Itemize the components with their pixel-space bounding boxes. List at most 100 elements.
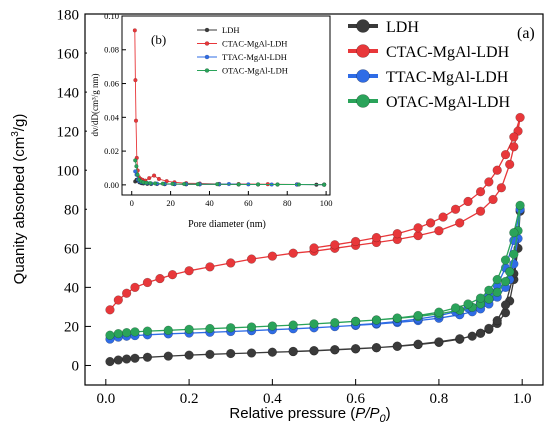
inset-data-point-otac-mgal-ldh xyxy=(133,158,138,163)
main-data-point-ldh xyxy=(142,352,153,362)
main-data-point-ctac-mgal-ldh xyxy=(500,149,511,160)
main-data-point-ldh xyxy=(267,347,278,357)
main-data-point-ctac-mgal-ldh xyxy=(121,288,132,298)
main-data-point-otac-mgal-ldh xyxy=(105,330,115,340)
main-x-axis-label-close: ) xyxy=(386,405,391,422)
main-y-tick-label: 120 xyxy=(57,124,80,140)
main-data-point-otac-mgal-ldh xyxy=(434,307,444,317)
inset-data-point-otac-mgal-ldh xyxy=(296,182,302,187)
inset-legend-marker-ctac-mgal-ldh xyxy=(204,41,210,46)
inset-y-tick-label: 0.04 xyxy=(104,112,120,122)
main-data-point-ldh xyxy=(105,356,115,367)
inset-legend-label-ldh: LDH xyxy=(222,25,239,35)
main-data-point-otac-mgal-ldh xyxy=(163,325,173,335)
main-y-tick-label: 100 xyxy=(57,163,80,179)
inset-data-point-otac-mgal-ldh xyxy=(144,180,149,185)
main-y-axis-label-sup: 3 xyxy=(10,131,21,137)
inset-data-point-otac-mgal-ldh xyxy=(170,181,175,187)
main-x-tick-label: 0.2 xyxy=(180,391,199,407)
main-data-point-ctac-mgal-ldh xyxy=(488,194,498,205)
main-data-point-otac-mgal-ldh xyxy=(288,320,298,330)
main-data-point-ctac-mgal-ldh xyxy=(130,282,140,293)
main-x-axis-label-var: P/P xyxy=(355,405,379,422)
main-data-point-otac-mgal-ldh xyxy=(309,319,319,329)
main-y-axis-label: Quanity absorbed (cm3/g) xyxy=(10,114,28,285)
inset-data-point-otac-mgal-ldh xyxy=(255,182,261,187)
panel-label-a: (a) xyxy=(517,25,535,42)
inset-plot-frame xyxy=(121,15,331,196)
main-data-point-ctac-mgal-ldh xyxy=(226,258,236,268)
inset-data-point-ctac-mgal-ldh xyxy=(132,28,137,33)
main-x-axis-label: Relative pressure (P/P0) xyxy=(229,405,390,425)
main-data-point-otac-mgal-ldh xyxy=(130,327,140,337)
main-data-point-otac-mgal-ldh xyxy=(205,323,215,334)
inset-data-point-otac-mgal-ldh xyxy=(236,182,241,187)
main-data-point-ctac-mgal-ldh xyxy=(496,183,507,193)
main-data-point-otac-mgal-ldh xyxy=(113,328,123,339)
inset-data-point-otac-mgal-ldh xyxy=(135,172,140,177)
inset-axes: 0 20 40 60 80 100 0.00 0.02 0.04 0.06 0.08 0.10 xyxy=(104,11,332,208)
main-x-tick-label: 0.0 xyxy=(96,391,115,407)
inset-data-point-otac-mgal-ldh xyxy=(182,181,187,187)
main-data-point-ctac-mgal-ldh xyxy=(505,159,515,170)
main-legend-label-otac-mgal-ldh: OTAC-MgAl-LDH xyxy=(386,94,510,111)
main-data-point-ctac-mgal-ldh xyxy=(105,305,115,315)
main-data-point-otac-mgal-ldh xyxy=(413,310,423,321)
main-data-point-ldh xyxy=(492,315,502,326)
main-data-point-otac-mgal-ldh xyxy=(492,287,502,297)
main-data-point-ctac-mgal-ldh xyxy=(413,230,423,241)
inset-x-tick-label: 40 xyxy=(205,198,214,208)
main-legend-label-ldh: LDH xyxy=(386,19,419,36)
main-data-point-ctac-mgal-ldh xyxy=(509,132,519,142)
inset-data-point-otac-mgal-ldh xyxy=(195,182,200,187)
inset-y-tick-label: 0.06 xyxy=(104,79,119,89)
main-data-point-ldh xyxy=(371,343,382,353)
main-legend-marker-otac-mgal-ldh xyxy=(356,94,370,108)
main-data-point-otac-mgal-ldh xyxy=(509,249,519,259)
main-x-tick-label: 0.6 xyxy=(346,391,365,407)
inset-legend-marker-otac-mgal-ldh xyxy=(204,68,210,73)
main-data-point-ctac-mgal-ldh xyxy=(155,273,165,284)
main-data-point-ldh xyxy=(475,328,486,338)
inset-x-tick-label: 100 xyxy=(320,198,333,208)
main-y-tick-label: 160 xyxy=(57,46,80,62)
inset-y-tick-label: 0.08 xyxy=(104,45,119,55)
inset-data-point-otac-mgal-ldh xyxy=(152,181,158,186)
inset-data-point-ctac-mgal-ldh xyxy=(147,175,152,181)
inset-data-point-ctac-mgal-ldh xyxy=(164,179,169,184)
main-plot-frame xyxy=(84,13,544,386)
main-data-point-otac-mgal-ldh xyxy=(492,274,502,285)
inset-plot-area xyxy=(132,28,327,187)
main-data-point-ldh xyxy=(484,323,494,334)
main-data-point-otac-mgal-ldh xyxy=(484,294,494,304)
inset-legend-label-ctac-mgal-ldh: CTAC-MgAl-LDH xyxy=(222,39,287,49)
inset-data-point-ctac-mgal-ldh xyxy=(156,176,162,182)
main-legend-label-ttac-mgal-ldh: TTAC-MgAl-LDH xyxy=(386,69,509,86)
main-data-point-ctac-mgal-ldh xyxy=(184,266,194,276)
main-data-point-ctac-mgal-ldh xyxy=(484,177,494,187)
main-legend-marker-ldh xyxy=(356,19,370,33)
main-data-point-otac-mgal-ldh xyxy=(505,267,515,277)
main-data-point-otac-mgal-ldh xyxy=(392,313,402,323)
main-data-point-ctac-mgal-ldh xyxy=(492,165,502,175)
main-data-point-ctac-mgal-ldh xyxy=(509,142,519,152)
main-data-point-otac-mgal-ldh xyxy=(184,324,194,335)
inset-data-point-otac-mgal-ldh xyxy=(160,181,165,186)
inset-data-point-otac-mgal-ldh xyxy=(134,164,139,169)
main-legend-marker-ttac-mgal-ldh xyxy=(356,69,370,83)
main-data-point-ctac-mgal-ldh xyxy=(515,112,525,123)
inset-x-axis-label: Pore diameter (nm) xyxy=(188,219,266,230)
main-data-point-ldh xyxy=(413,339,423,349)
inset-y-tick-label: 0.00 xyxy=(104,180,119,190)
main-data-point-otac-mgal-ldh xyxy=(450,303,461,313)
inset-data-point-otac-mgal-ldh xyxy=(322,182,327,187)
main-data-point-otac-mgal-ldh xyxy=(500,276,511,287)
inset-legend-marker-ldh xyxy=(204,27,210,33)
inset-y-tick-label: 0.10 xyxy=(104,11,119,21)
main-data-point-ldh xyxy=(330,345,340,355)
main-data-point-otac-mgal-ldh xyxy=(500,255,511,265)
main-data-point-otac-mgal-ldh xyxy=(121,328,132,338)
main-y-axis-label-text: Quanity absorbed (cm xyxy=(11,137,28,285)
main-data-point-ldh xyxy=(184,350,194,360)
